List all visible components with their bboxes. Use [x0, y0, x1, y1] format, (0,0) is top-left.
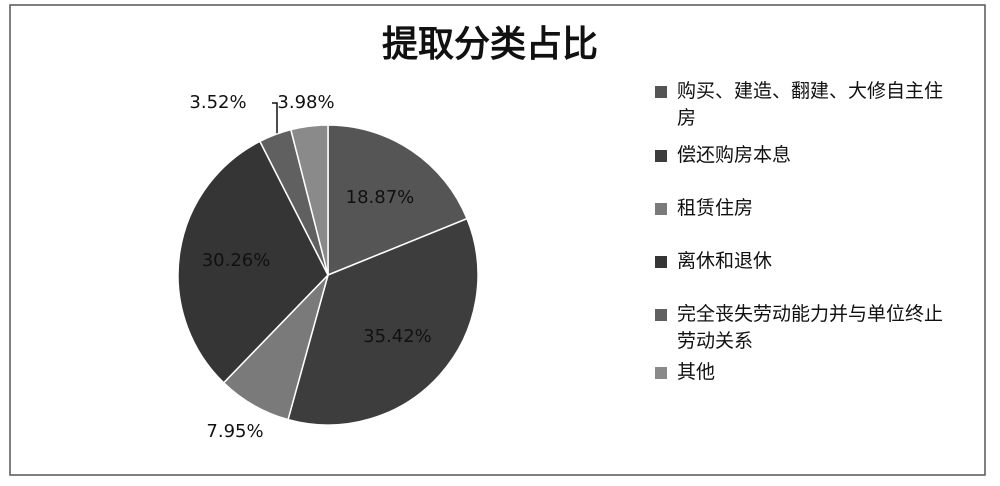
data-label: 35.42% — [363, 326, 432, 347]
data-label: 30.26% — [202, 250, 271, 271]
leader-line — [272, 102, 278, 138]
pie-slice — [287, 217, 479, 426]
legend-item: 完全丧失劳动能力并与单位终止劳动关系 — [655, 301, 960, 355]
legend-swatch — [655, 256, 667, 268]
legend-item: 偿还购房本息 — [655, 142, 960, 169]
legend-swatch — [655, 150, 667, 162]
data-label: 7.95% — [206, 421, 263, 442]
legend-swatch — [655, 309, 667, 321]
data-label: 3.52% — [189, 92, 246, 113]
legend-swatch — [655, 203, 667, 215]
frame — [9, 4, 986, 476]
data-label: 3.98% — [277, 92, 334, 113]
legend-swatch — [655, 367, 667, 379]
data-label: 18.87% — [346, 187, 415, 208]
legend-item: 其他 — [655, 359, 960, 386]
legend-label: 偿还购房本息 — [677, 144, 792, 166]
legend-label: 其他 — [677, 361, 716, 383]
chart-title: 提取分类占比 — [382, 24, 598, 65]
legend-swatch — [655, 86, 667, 98]
legend-label: 离休和退休 — [677, 250, 773, 272]
legend-label: 购买、建造、翻建、大修自主住房 — [677, 80, 944, 129]
legend-item: 租赁住房 — [655, 195, 960, 222]
pie-slice — [289, 124, 329, 276]
legend-item: 购买、建造、翻建、大修自主住房 — [655, 78, 960, 132]
legend: 购买、建造、翻建、大修自主住房偿还购房本息 租赁住房离休和退休完全丧失劳动能力并与… — [655, 78, 960, 386]
pie-slice — [327, 124, 468, 277]
legend-label: 租赁住房 — [677, 197, 754, 219]
legend-item: 离休和退休 — [655, 248, 960, 275]
legend-label: 完全丧失劳动能力并与单位终止劳动关系 — [677, 303, 944, 352]
